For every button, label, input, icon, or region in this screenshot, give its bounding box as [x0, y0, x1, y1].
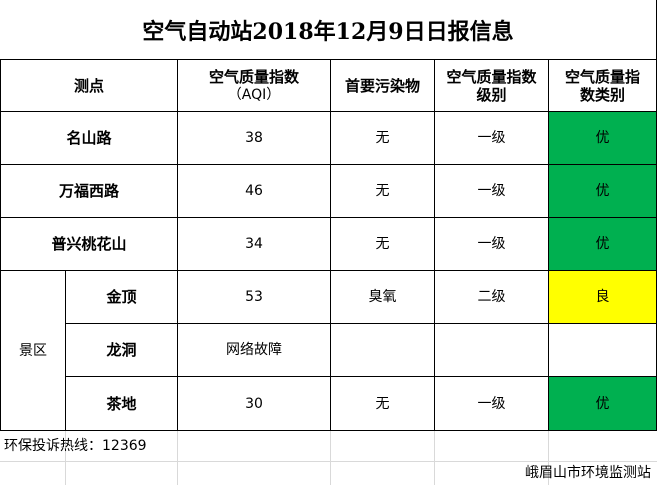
table-row: 普兴桃花山 34 无 一级 优 [0, 217, 657, 271]
header-level: 空气质量指数 级别 [434, 59, 549, 112]
station-name: 金顶 [65, 270, 178, 324]
organization-name: 峨眉山市环境监测站 [525, 465, 651, 481]
primary-pollutant: 无 [330, 217, 435, 271]
header-aqi: 空气质量指数 （AQI） [177, 59, 331, 112]
aqi-value: 46 [177, 164, 331, 218]
aqi-value: 53 [177, 270, 331, 324]
sheet-gridline [177, 431, 178, 485]
header-category: 空气质量指 数类别 [548, 59, 657, 112]
scenic-group-label: 景区 [0, 270, 66, 431]
table-row: 名山路 38 无 一级 优 [0, 111, 657, 165]
aqi-level: 二级 [434, 270, 549, 324]
header-row: 测点 空气质量指数 （AQI） 首要污染物 空气质量指数 级别 空气质量指 数类… [0, 59, 657, 112]
station-name: 茶地 [65, 376, 178, 431]
primary-pollutant: 臭氧 [330, 270, 435, 324]
sheet-gridline [0, 461, 657, 462]
aqi-level: 一级 [434, 376, 549, 431]
header-aqi-line2: （AQI） [227, 86, 281, 103]
header-category-line1: 空气质量指 [564, 67, 640, 86]
aqi-level: 一级 [434, 217, 549, 271]
primary-pollutant: 无 [330, 111, 435, 165]
sheet-gridline [330, 431, 331, 485]
header-pollutant: 首要污染物 [330, 59, 435, 112]
sheet-gridline [434, 431, 435, 485]
aqi-value: 30 [177, 376, 331, 431]
aqi-table: 测点 空气质量指数 （AQI） 首要污染物 空气质量指数 级别 空气质量指 数类… [0, 59, 657, 431]
aqi-category [548, 323, 657, 377]
aqi-level: 一级 [434, 164, 549, 218]
header-level-line1: 空气质量指数 [446, 67, 537, 86]
table-row: 龙洞 网络故障 [1, 323, 657, 377]
aqi-level [434, 323, 549, 377]
table-row: 茶地 30 无 一级 优 [1, 376, 657, 431]
complaint-hotline: 环保投诉热线：12369 [4, 438, 147, 454]
sheet-gridline [548, 431, 549, 485]
station-name: 名山路 [0, 111, 178, 165]
primary-pollutant: 无 [330, 164, 435, 218]
aqi-category: 优 [548, 217, 657, 271]
aqi-category: 优 [548, 164, 657, 218]
table-row: 景区 金顶 53 臭氧 二级 良 [0, 270, 657, 431]
table-row: 万福西路 46 无 一级 优 [0, 164, 657, 218]
header-aqi-line1: 空气质量指数 [208, 67, 299, 86]
aqi-category: 优 [548, 376, 657, 431]
aqi-value: 34 [177, 217, 331, 271]
header-station: 测点 [0, 59, 178, 112]
station-name: 龙洞 [65, 323, 178, 377]
primary-pollutant [330, 323, 435, 377]
aqi-category: 优 [548, 111, 657, 165]
sheet-gridline [65, 431, 66, 485]
primary-pollutant: 无 [330, 376, 435, 431]
station-name: 万福西路 [0, 164, 178, 218]
header-level-line2: 级别 [476, 85, 507, 104]
aqi-category: 良 [548, 270, 657, 324]
report-title: 空气自动站2018年12月9日日报信息 [0, 0, 657, 60]
aqi-value: 网络故障 [177, 323, 331, 377]
station-name: 普兴桃花山 [0, 217, 178, 271]
header-category-line2: 数类别 [579, 85, 625, 104]
aqi-value: 38 [177, 111, 331, 165]
aqi-level: 一级 [434, 111, 549, 165]
